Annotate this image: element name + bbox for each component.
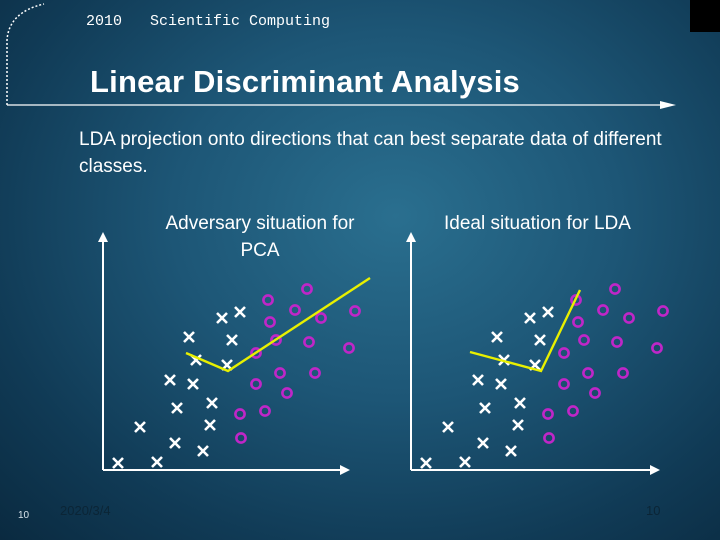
lda-circle-marker	[572, 316, 584, 328]
pca-circle-marker	[235, 432, 247, 444]
pca-circle-marker	[343, 342, 355, 354]
pca-circle-marker	[289, 304, 301, 316]
pca-cross-marker	[204, 419, 216, 431]
lda-circle-marker	[567, 405, 579, 417]
pca-cross-marker	[171, 402, 183, 414]
lda-circle-marker	[611, 336, 623, 348]
lda-cross-marker	[495, 378, 507, 390]
pca-cross-marker	[151, 456, 163, 468]
lda-circle-marker	[543, 432, 555, 444]
slide-title: Linear Discriminant Analysis	[90, 64, 520, 99]
lda-circle-marker	[657, 305, 669, 317]
pca-circle-marker	[250, 378, 262, 390]
lda-circle-marker	[651, 342, 663, 354]
lda-circle-marker	[578, 334, 590, 346]
pca-circle-marker	[270, 334, 282, 346]
footer-date: 2020/3/4	[60, 503, 111, 518]
header-course: Scientific Computing	[150, 13, 331, 30]
lda-caption: Ideal situation for LDA	[444, 213, 631, 234]
pca-circle-marker	[234, 408, 246, 420]
lda-cross-marker	[524, 312, 536, 324]
pca-circle-marker	[301, 283, 313, 295]
lda-cross-marker	[459, 456, 471, 468]
lda-circle-marker	[558, 378, 570, 390]
pca-cross-marker	[206, 397, 218, 409]
lda-cross-marker	[512, 419, 524, 431]
pca-projection-direction-line	[185, 276, 371, 373]
lda-cross-marker	[505, 445, 517, 457]
lda-cross-marker	[534, 334, 546, 346]
lda-circle-marker	[597, 304, 609, 316]
pca-caption: Adversary situation for PCA	[165, 213, 355, 261]
pca-cross-marker	[134, 421, 146, 433]
pca-cross-marker	[112, 457, 124, 469]
pca-circle-marker	[250, 347, 262, 359]
lda-y-arrow-icon	[406, 232, 416, 242]
pca-circle-marker	[303, 336, 315, 348]
corner-arc-decoration	[6, 3, 45, 105]
footer-page-number: 10	[646, 503, 661, 518]
pca-circle-marker	[309, 367, 321, 379]
underline-arrow-icon	[660, 101, 676, 109]
lda-cross-marker	[420, 457, 432, 469]
footer-slide-number: 10	[18, 510, 30, 521]
lda-circle-marker	[570, 294, 582, 306]
lda-cross-marker	[514, 397, 526, 409]
lda-cross-marker	[542, 306, 554, 318]
pca-circle-marker	[281, 387, 293, 399]
lda-cross-marker	[491, 331, 503, 343]
lda-cross-marker	[472, 374, 484, 386]
pca-cross-marker	[197, 445, 209, 457]
pca-y-arrow-icon	[98, 232, 108, 242]
lda-cross-marker	[477, 437, 489, 449]
lda-x-arrow-icon	[650, 465, 660, 475]
pca-cross-marker	[183, 331, 195, 343]
header-year: 2010	[86, 13, 123, 30]
pca-cross-marker	[187, 378, 199, 390]
pca-cross-marker	[169, 437, 181, 449]
lda-circle-marker	[582, 367, 594, 379]
pca-circle-marker	[264, 316, 276, 328]
pca-circle-marker	[315, 312, 327, 324]
lda-circle-marker	[609, 283, 621, 295]
lda-projection-direction-line	[469, 289, 582, 373]
lda-circle-marker	[617, 367, 629, 379]
pca-circle-marker	[274, 367, 286, 379]
slide-body-text: LDA projection onto directions that can …	[79, 129, 662, 177]
pca-cross-marker	[234, 306, 246, 318]
corner-black-box	[690, 0, 720, 32]
lda-circle-marker	[542, 408, 554, 420]
lda-cross-marker	[442, 421, 454, 433]
pca-cross-marker	[216, 312, 228, 324]
pca-circle-marker	[259, 405, 271, 417]
pca-x-arrow-icon	[340, 465, 350, 475]
pca-cross-marker	[226, 334, 238, 346]
pca-circle-marker	[349, 305, 361, 317]
lda-circle-marker	[623, 312, 635, 324]
lda-cross-marker	[479, 402, 491, 414]
pca-cross-marker	[164, 374, 176, 386]
lda-circle-marker	[558, 347, 570, 359]
lda-circle-marker	[589, 387, 601, 399]
pca-circle-marker	[262, 294, 274, 306]
